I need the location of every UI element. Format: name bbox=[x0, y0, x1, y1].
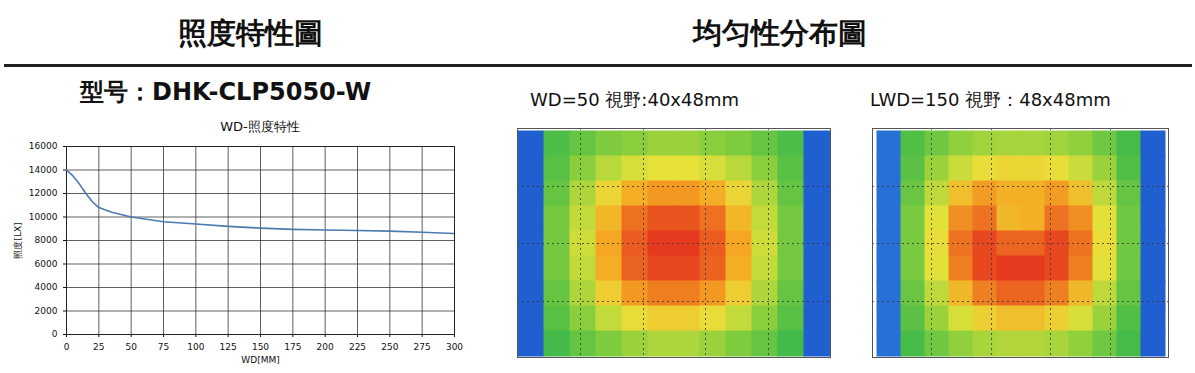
svg-text:0: 0 bbox=[52, 329, 58, 339]
svg-text:0: 0 bbox=[64, 342, 70, 352]
svg-text:2000: 2000 bbox=[35, 306, 58, 316]
html-text:WD-照度特性: WD-照度特性 bbox=[220, 119, 300, 134]
svg-text:150: 150 bbox=[252, 342, 269, 352]
svg-text:50: 50 bbox=[125, 342, 137, 352]
svg-text:200: 200 bbox=[317, 342, 334, 352]
svg-text:175: 175 bbox=[284, 342, 301, 352]
html-text:WD=50 視野:40x48mm: WD=50 視野:40x48mm bbox=[530, 89, 739, 110]
svg-text:225: 225 bbox=[349, 342, 366, 352]
html-text:LWD=150 視野：48x48mm: LWD=150 視野：48x48mm bbox=[870, 89, 1111, 110]
svg-text:300: 300 bbox=[446, 342, 463, 352]
svg-text:10000: 10000 bbox=[29, 212, 58, 222]
html-text:型号：DHK-CLP5050-W: 型号：DHK-CLP5050-W bbox=[80, 78, 372, 106]
svg-text:8000: 8000 bbox=[35, 235, 58, 245]
svg-text:125: 125 bbox=[220, 342, 237, 352]
svg-text:16000: 16000 bbox=[29, 141, 58, 151]
svg-text:12000: 12000 bbox=[29, 188, 58, 198]
svg-text:WD[MM]: WD[MM] bbox=[241, 355, 279, 365]
svg-text:6000: 6000 bbox=[35, 259, 58, 269]
svg-text:25: 25 bbox=[93, 342, 104, 352]
svg-text:照度[LX]: 照度[LX] bbox=[13, 222, 23, 258]
html-text:均匀性分布圖: 均匀性分布圖 bbox=[693, 16, 867, 50]
svg-text:250: 250 bbox=[381, 342, 398, 352]
svg-text:75: 75 bbox=[158, 342, 169, 352]
svg-text:275: 275 bbox=[414, 342, 431, 352]
svg-text:100: 100 bbox=[187, 342, 204, 352]
svg-text:14000: 14000 bbox=[29, 165, 58, 175]
svg-text:4000: 4000 bbox=[35, 282, 58, 292]
html-text:照度特性圖: 照度特性圖 bbox=[177, 16, 323, 50]
